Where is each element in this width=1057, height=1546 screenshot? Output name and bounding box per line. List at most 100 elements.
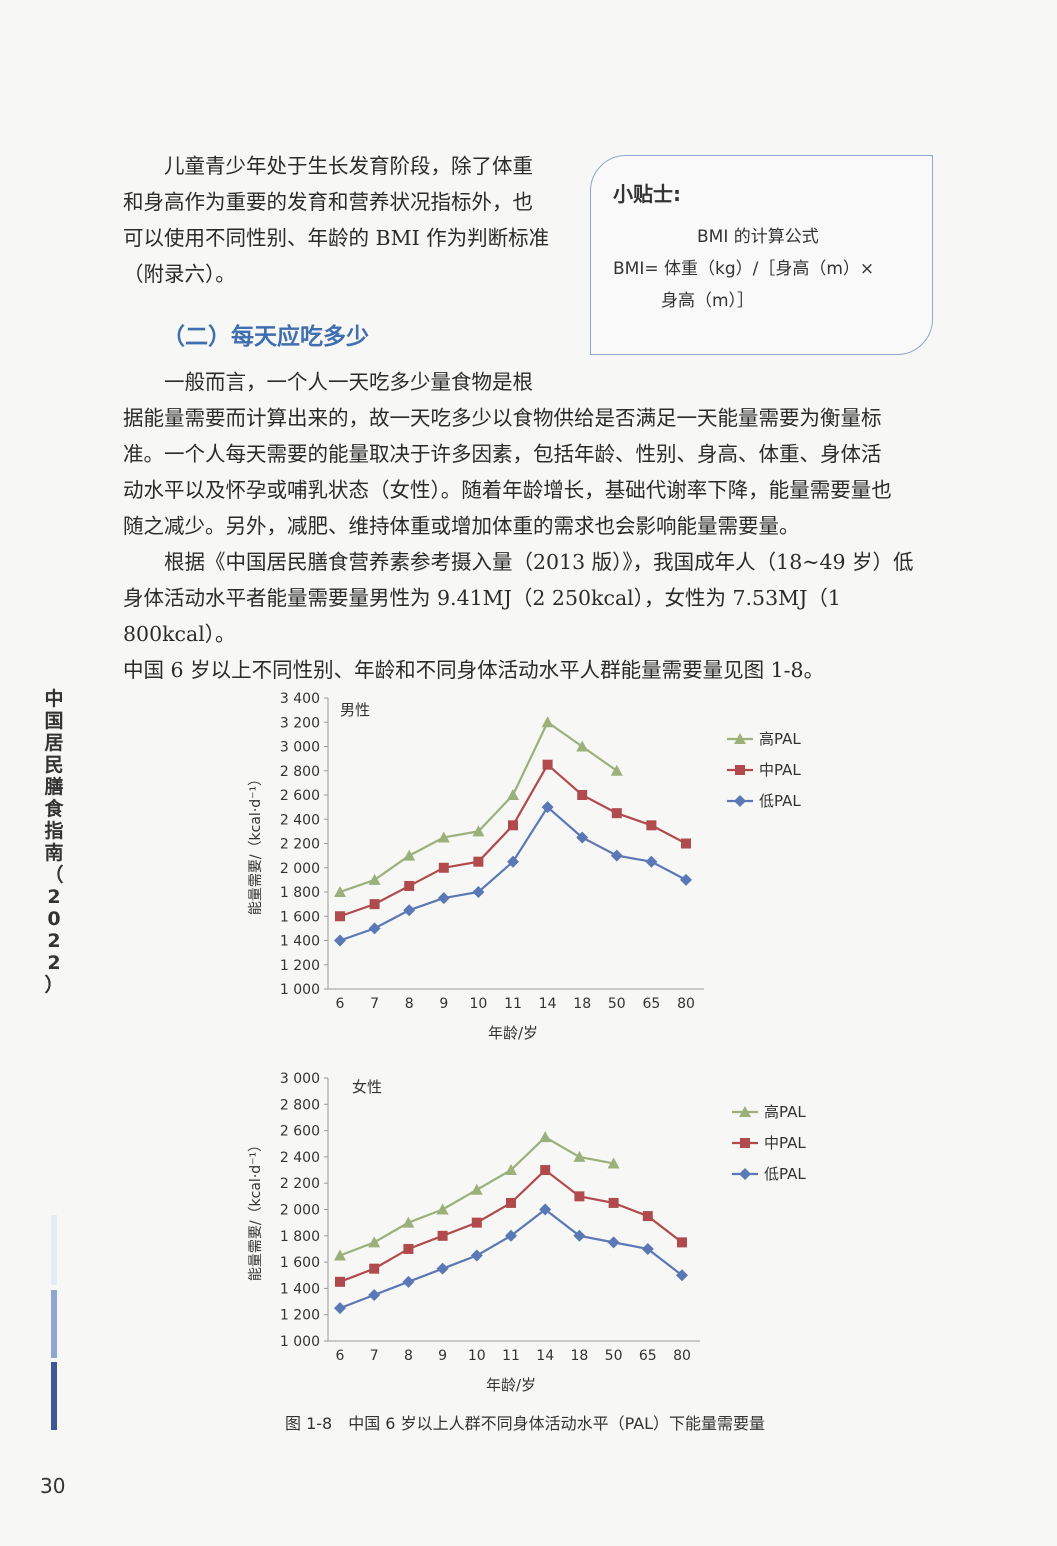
diamond-marker (734, 795, 746, 807)
y-tick-label: 2 800 (280, 764, 320, 780)
x-tick-label: 6 (336, 996, 345, 1012)
series-0 (334, 1131, 620, 1261)
x-tick-label: 9 (438, 1348, 447, 1364)
side-bar-mid (51, 1290, 57, 1358)
chart-title: 女性 (352, 1078, 382, 1096)
y-tick-label: 2 600 (280, 788, 320, 804)
x-tick-label: 80 (677, 996, 695, 1012)
series-2 (334, 1203, 688, 1315)
diamond-marker (402, 1275, 415, 1288)
side-title-char: 食 (44, 798, 64, 820)
side-title-char: 民 (44, 754, 64, 776)
side-title-char: 指 (44, 820, 64, 842)
triangle-marker (472, 825, 485, 837)
diamond-marker (573, 1229, 586, 1242)
section-heading: （二）每天应吃多少 (162, 324, 369, 350)
diamond-marker (436, 1262, 449, 1275)
diamond-marker (541, 801, 554, 814)
side-title-char: 中 (44, 688, 64, 710)
diamond-marker (470, 1249, 483, 1262)
paragraph-line: 身体活动水平者能量需要量男性为 9.41MJ（2 250kcal），女性为 7.… (123, 586, 841, 646)
square-marker (646, 820, 657, 831)
y-tick-label: 1 000 (280, 1334, 320, 1350)
x-tick-label: 8 (404, 1348, 413, 1364)
x-tick-label: 18 (573, 996, 591, 1012)
diamond-marker (368, 1288, 381, 1301)
side-title-char: 居 (44, 732, 64, 754)
square-marker (335, 911, 345, 922)
y-tick-label: 1 400 (280, 934, 320, 950)
y-tick-label: 3 000 (280, 740, 320, 756)
diamond-marker (334, 1302, 346, 1315)
square-marker (404, 880, 415, 891)
y-tick-label: 2 000 (280, 861, 320, 877)
diamond-marker (505, 1229, 517, 1242)
x-tick-label: 6 (336, 1348, 345, 1364)
legend-label: 中PAL (759, 761, 801, 779)
chart-title: 男性 (340, 701, 370, 719)
series-line (339, 1168, 683, 1283)
diamond-marker (437, 892, 450, 905)
y-tick-label: 3 200 (280, 715, 320, 731)
side-title-char: 国 (44, 710, 64, 732)
diamond-marker (403, 904, 416, 917)
x-tick-label: 50 (605, 1348, 623, 1364)
diamond-marker (607, 1236, 620, 1249)
diamond-marker (334, 934, 346, 947)
triangle-marker (402, 1216, 415, 1228)
diamond-marker (368, 922, 381, 935)
x-tick-label: 11 (502, 1348, 520, 1364)
triangle-marker (610, 764, 623, 776)
paragraph-line: 一般而言，一个人一天吃多少量食物是根 (164, 370, 533, 394)
legend-label: 低PAL (759, 792, 801, 810)
legend-label: 高PAL (764, 1103, 806, 1121)
y-tick-label: 1 000 (280, 982, 320, 998)
square-marker (473, 856, 484, 867)
triangle-marker (334, 1249, 346, 1261)
paragraph-line: 随之减少。另外，减肥、维持体重或增加体重的需求也会影响能量需要量。 (123, 514, 800, 538)
square-marker (642, 1211, 653, 1222)
square-marker (608, 1197, 619, 1208)
x-axis-label: 年龄/岁 (486, 1376, 536, 1394)
side-title-char: 南 (44, 842, 64, 864)
diamond-marker (539, 1203, 552, 1216)
triangle-marker (334, 886, 346, 897)
x-tick-label: 9 (439, 996, 448, 1012)
series-line (339, 1135, 614, 1257)
y-tick-label: 1 200 (280, 1308, 320, 1324)
triangle-marker (607, 1157, 620, 1169)
y-tick-label: 2 000 (280, 1203, 320, 1219)
diamond-marker (645, 855, 658, 868)
series-0 (334, 716, 623, 897)
triangle-marker (507, 789, 519, 800)
square-marker (369, 899, 380, 910)
side-title-char: 2 (47, 930, 61, 952)
diamond-marker (680, 873, 692, 886)
x-tick-label: 11 (504, 996, 522, 1012)
y-tick-label: 3 000 (280, 1071, 320, 1087)
y-tick-label: 1 600 (280, 909, 320, 925)
triangle-marker (576, 740, 589, 752)
paragraph-1: 一般而言，一个人一天吃多少量食物是根 据能量需要而计算出来的，故一天吃多少以食物… (123, 364, 938, 544)
x-tick-label: 7 (370, 1348, 379, 1364)
intro-line: （附录六）。 (123, 262, 236, 286)
side-title-char: 2 (47, 952, 61, 974)
y-tick-label: 1 800 (280, 1229, 320, 1245)
y-tick-label: 2 600 (280, 1124, 320, 1140)
intro-paragraph: 儿童青少年处于生长发育阶段，除了体重 和身高作为重要的发育和营养状况指标外，也 … (123, 148, 573, 292)
square-marker (438, 862, 449, 873)
diamond-marker (641, 1242, 654, 1255)
y-tick-label: 3 400 (280, 691, 320, 707)
intro-line: 和身高作为重要的发育和营养状况指标外，也 (123, 190, 533, 214)
series-1 (335, 1165, 687, 1287)
side-title-char: 膳 (44, 776, 64, 798)
y-axis-label: 能量需要/（kcal·d⁻¹） (248, 772, 264, 915)
square-marker (403, 1243, 414, 1254)
series-1 (335, 759, 691, 922)
x-tick-label: 50 (608, 996, 626, 1012)
x-axis-label: 年龄/岁 (488, 1024, 538, 1042)
square-marker (542, 759, 553, 770)
square-marker (677, 1237, 687, 1248)
legend-label: 中PAL (764, 1134, 806, 1152)
paragraph-line: 中国 6 岁以上不同性别、年龄和不同身体活动水平人群能量需要量见图 1-8。 (123, 658, 825, 682)
